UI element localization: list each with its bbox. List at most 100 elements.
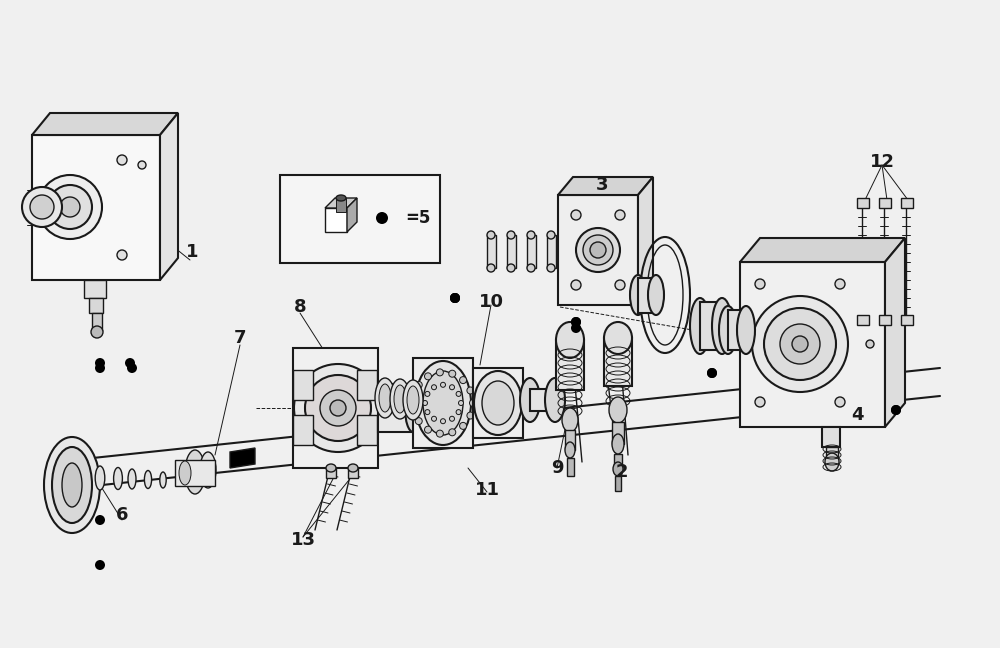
Ellipse shape [403,380,423,420]
Ellipse shape [712,298,732,354]
Bar [357,370,377,400]
Circle shape [330,400,346,416]
Ellipse shape [200,452,216,488]
Ellipse shape [520,378,540,422]
Circle shape [835,279,845,289]
Ellipse shape [407,386,419,414]
Bar [530,389,555,411]
Ellipse shape [47,462,63,490]
Circle shape [470,400,477,406]
Circle shape [450,293,460,303]
Ellipse shape [179,461,191,485]
Text: =5: =5 [405,209,431,227]
Circle shape [425,391,430,397]
Circle shape [117,155,127,165]
Circle shape [60,197,80,217]
Ellipse shape [394,385,406,413]
Text: 9: 9 [551,459,563,477]
Polygon shape [558,177,653,195]
Bar [32,135,160,280]
Bar [84,280,106,298]
Ellipse shape [545,378,565,422]
Bar [615,476,621,491]
Bar [92,313,102,331]
Bar [558,195,638,305]
Ellipse shape [144,470,152,489]
Circle shape [467,387,474,394]
Circle shape [866,340,874,348]
Circle shape [48,185,92,229]
Text: 8: 8 [294,298,306,316]
Circle shape [571,317,581,327]
Circle shape [127,363,137,373]
Circle shape [117,250,127,260]
Bar [293,415,313,445]
Ellipse shape [604,322,632,354]
Ellipse shape [62,463,82,507]
Circle shape [38,175,102,239]
Ellipse shape [612,434,624,454]
Bar [487,235,496,268]
Circle shape [891,405,901,415]
Text: 1: 1 [186,243,198,261]
Circle shape [415,417,422,424]
Circle shape [425,410,430,415]
Bar [357,415,377,445]
Bar [473,368,523,438]
Ellipse shape [547,231,555,239]
Ellipse shape [507,264,515,272]
Ellipse shape [527,231,535,239]
Circle shape [422,400,428,406]
Circle shape [590,242,606,258]
Circle shape [571,323,581,333]
Bar [348,468,358,478]
Bar [565,430,575,450]
Ellipse shape [487,264,495,272]
Circle shape [467,412,474,419]
Circle shape [450,385,454,389]
Circle shape [615,210,625,220]
Text: 2: 2 [616,463,628,481]
Circle shape [95,363,105,373]
Text: 13: 13 [290,531,316,549]
Bar [507,235,516,268]
Circle shape [752,296,848,392]
Polygon shape [325,208,347,232]
Circle shape [432,416,436,421]
Circle shape [436,369,443,376]
Bar [614,454,622,469]
Ellipse shape [719,306,737,354]
Circle shape [449,370,456,377]
Bar [293,370,313,400]
Bar [826,447,838,462]
Ellipse shape [379,384,391,412]
Circle shape [95,560,105,570]
Circle shape [432,385,436,389]
Ellipse shape [348,464,358,472]
Ellipse shape [482,381,514,425]
Circle shape [410,406,417,413]
Circle shape [583,235,613,265]
Circle shape [125,358,135,368]
Circle shape [415,382,422,388]
Circle shape [449,429,456,436]
Circle shape [576,228,620,272]
Circle shape [450,416,454,421]
Ellipse shape [44,437,100,533]
Bar [567,458,574,476]
Ellipse shape [423,371,463,435]
Ellipse shape [160,472,166,488]
Circle shape [320,390,356,426]
Circle shape [456,410,461,415]
Bar [326,468,336,478]
Bar [879,315,891,325]
Ellipse shape [556,322,584,358]
Polygon shape [230,448,255,468]
Bar [280,175,440,263]
Circle shape [91,326,103,338]
Circle shape [410,393,417,400]
Ellipse shape [565,442,575,458]
Ellipse shape [474,371,522,435]
Polygon shape [740,238,905,262]
Circle shape [707,368,717,378]
